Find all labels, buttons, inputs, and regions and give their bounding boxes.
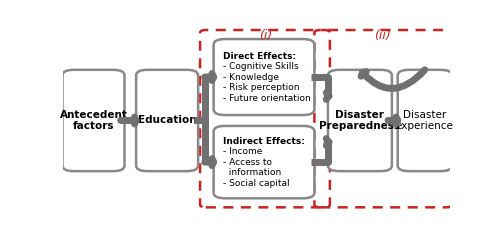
Text: (i): (i) xyxy=(260,29,272,42)
FancyBboxPatch shape xyxy=(398,70,452,171)
Text: - Income: - Income xyxy=(222,147,262,156)
Text: (ii): (ii) xyxy=(374,29,390,42)
FancyBboxPatch shape xyxy=(214,39,314,115)
FancyBboxPatch shape xyxy=(328,70,392,171)
FancyBboxPatch shape xyxy=(214,126,314,198)
Text: - Cognitive Skills: - Cognitive Skills xyxy=(222,62,298,71)
Text: - Access to: - Access to xyxy=(222,158,272,167)
Text: - Risk perception: - Risk perception xyxy=(222,83,299,92)
FancyBboxPatch shape xyxy=(62,70,124,171)
Text: Direct Effects:: Direct Effects: xyxy=(222,51,296,61)
FancyBboxPatch shape xyxy=(136,70,198,171)
Text: - Social capital: - Social capital xyxy=(222,179,289,188)
Text: Education: Education xyxy=(138,115,196,125)
Text: Antecedent
factors: Antecedent factors xyxy=(60,110,128,131)
Text: Indirect Effects:: Indirect Effects: xyxy=(222,137,304,146)
Text: - Knowledge: - Knowledge xyxy=(222,73,278,82)
Text: - Future orientation: - Future orientation xyxy=(222,94,310,102)
Text: Disaster
experience: Disaster experience xyxy=(396,110,454,131)
Text: Disaster
Preparedness: Disaster Preparedness xyxy=(320,110,400,131)
Text: information: information xyxy=(222,168,281,177)
